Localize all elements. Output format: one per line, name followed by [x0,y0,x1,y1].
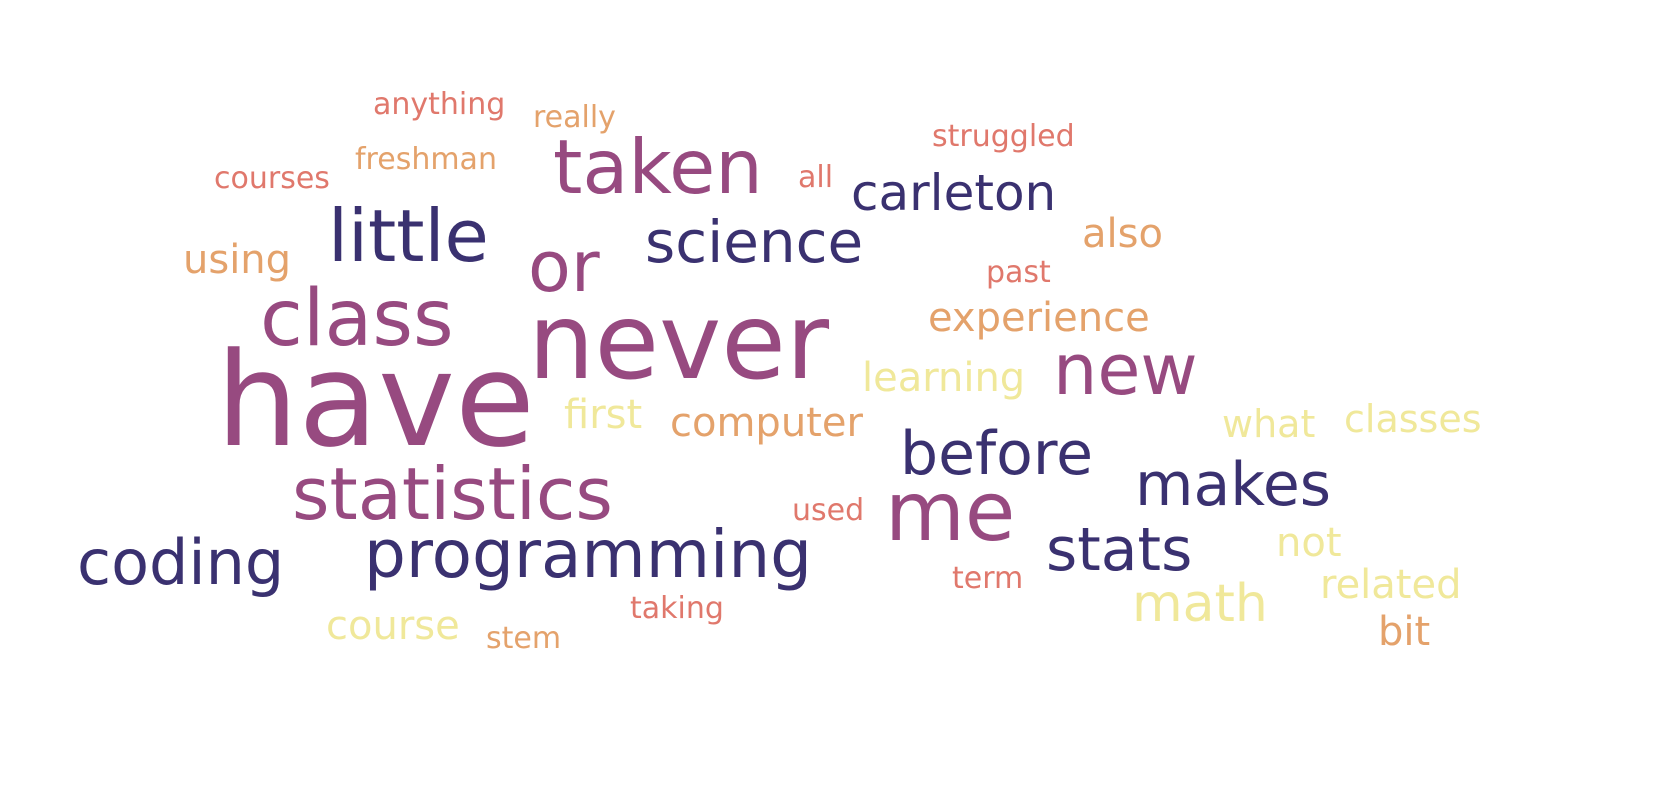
word-before: before [900,419,1094,489]
word-experience: experience [928,295,1150,341]
word-courses: courses [214,161,330,196]
word-makes: makes [1135,450,1331,520]
word-taking: taking [630,591,724,626]
word-new: new [1053,329,1198,411]
word-also: also [1082,211,1163,257]
word-coding: coding [77,526,285,599]
word-class: class [260,274,454,364]
word-really: really [533,100,616,135]
word-past: past [986,255,1051,290]
word-classes: classes [1344,397,1482,441]
word-stem: stem [486,621,562,656]
word-computer: computer [670,400,863,446]
word-stats: stats [1046,515,1193,585]
word-math: math [1132,574,1268,634]
word-programming: programming [364,516,813,593]
word-science: science [645,208,864,276]
word-taken: taken [553,123,763,211]
word-all: all [798,160,834,195]
word-or: or [528,226,600,308]
word-related: related [1320,562,1462,608]
word-course: course [326,603,460,649]
word-not: not [1276,520,1342,566]
word-never: never [528,281,830,403]
word-anything: anything [373,87,506,122]
word-me: me [885,465,1016,560]
word-learning: learning [862,355,1026,401]
word-statistics: statistics [292,452,613,536]
word-have: have [216,324,535,476]
word-struggled: struggled [932,119,1075,154]
word-using: using [183,237,292,283]
word-little: little [328,194,489,278]
word-carleton: carleton [851,164,1057,222]
word-first: first [564,392,643,438]
word-used: used [792,493,865,528]
word-freshman: freshman [355,142,497,177]
word-what: what [1222,402,1316,446]
word-bit: bit [1378,609,1431,655]
word-term: term [952,561,1024,596]
